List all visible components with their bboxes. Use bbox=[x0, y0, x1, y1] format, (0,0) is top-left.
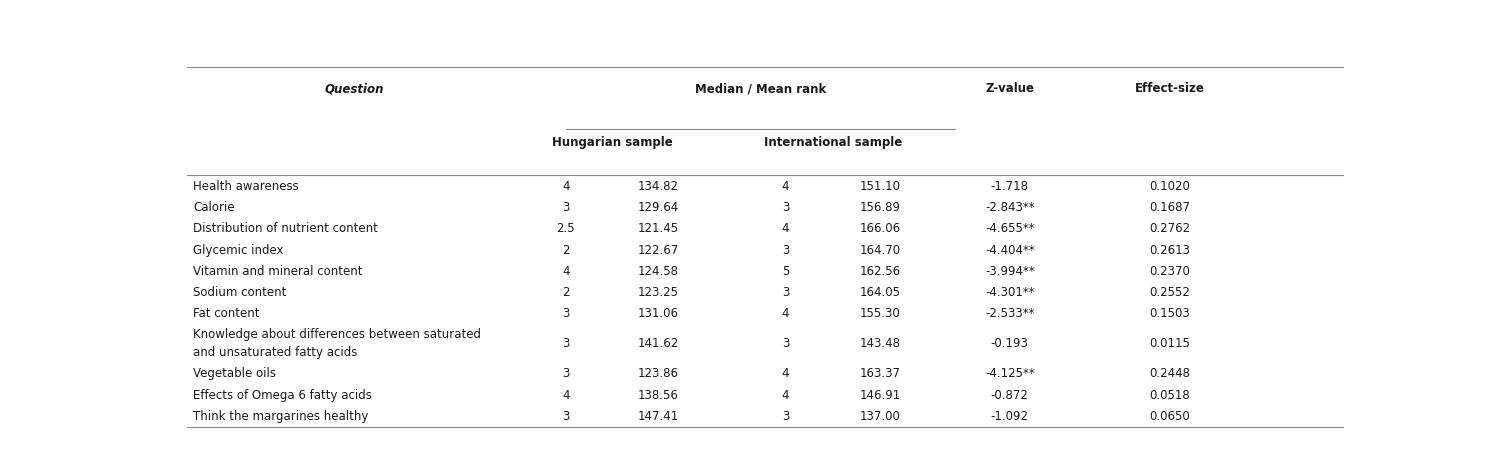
Text: 163.37: 163.37 bbox=[859, 367, 901, 380]
Text: 122.67: 122.67 bbox=[637, 243, 679, 257]
Text: Hungarian sample: Hungarian sample bbox=[552, 136, 673, 150]
Text: 131.06: 131.06 bbox=[637, 308, 679, 320]
Text: 137.00: 137.00 bbox=[859, 410, 901, 423]
Text: 3: 3 bbox=[782, 243, 789, 257]
Text: 134.82: 134.82 bbox=[637, 180, 679, 193]
Text: 0.0115: 0.0115 bbox=[1149, 337, 1189, 350]
Text: Question: Question bbox=[324, 82, 383, 95]
Text: 124.58: 124.58 bbox=[637, 265, 679, 278]
Text: Knowledge about differences between saturated: Knowledge about differences between satu… bbox=[194, 328, 482, 341]
Text: 0.2448: 0.2448 bbox=[1149, 367, 1189, 380]
Text: 138.56: 138.56 bbox=[639, 389, 679, 402]
Text: -4.404**: -4.404** bbox=[985, 243, 1034, 257]
Text: 123.86: 123.86 bbox=[637, 367, 679, 380]
Text: 4: 4 bbox=[782, 308, 789, 320]
Text: 0.1503: 0.1503 bbox=[1149, 308, 1189, 320]
Text: -0.193: -0.193 bbox=[991, 337, 1028, 350]
Text: 147.41: 147.41 bbox=[637, 410, 679, 423]
Text: -2.843**: -2.843** bbox=[985, 201, 1034, 214]
Text: -1.092: -1.092 bbox=[991, 410, 1029, 423]
Text: 0.0650: 0.0650 bbox=[1149, 410, 1189, 423]
Text: 156.89: 156.89 bbox=[859, 201, 901, 214]
Text: Sodium content: Sodium content bbox=[194, 286, 286, 299]
Text: International sample: International sample bbox=[764, 136, 903, 150]
Text: -3.994**: -3.994** bbox=[985, 265, 1034, 278]
Text: 4: 4 bbox=[782, 367, 789, 380]
Text: 0.2370: 0.2370 bbox=[1149, 265, 1189, 278]
Text: 164.70: 164.70 bbox=[859, 243, 901, 257]
Text: 3: 3 bbox=[782, 286, 789, 299]
Text: 4: 4 bbox=[782, 180, 789, 193]
Text: 141.62: 141.62 bbox=[637, 337, 679, 350]
Text: 3: 3 bbox=[562, 201, 570, 214]
Text: Calorie: Calorie bbox=[194, 201, 236, 214]
Text: 2: 2 bbox=[562, 286, 570, 299]
Text: 151.10: 151.10 bbox=[859, 180, 901, 193]
Text: 146.91: 146.91 bbox=[859, 389, 901, 402]
Text: 0.1020: 0.1020 bbox=[1149, 180, 1189, 193]
Text: 121.45: 121.45 bbox=[637, 222, 679, 235]
Text: 3: 3 bbox=[782, 201, 789, 214]
Text: Median / Mean rank: Median / Mean rank bbox=[695, 82, 827, 95]
Text: 166.06: 166.06 bbox=[859, 222, 901, 235]
Text: Vegetable oils: Vegetable oils bbox=[194, 367, 276, 380]
Text: Fat content: Fat content bbox=[194, 308, 260, 320]
Text: 4: 4 bbox=[562, 389, 570, 402]
Text: Effects of Omega 6 fatty acids: Effects of Omega 6 fatty acids bbox=[194, 389, 373, 402]
Text: 129.64: 129.64 bbox=[637, 201, 679, 214]
Text: -4.655**: -4.655** bbox=[985, 222, 1034, 235]
Text: 4: 4 bbox=[562, 265, 570, 278]
Text: 0.2762: 0.2762 bbox=[1149, 222, 1191, 235]
Text: 3: 3 bbox=[782, 410, 789, 423]
Text: 2: 2 bbox=[562, 243, 570, 257]
Text: -4.301**: -4.301** bbox=[985, 286, 1034, 299]
Text: 3: 3 bbox=[562, 308, 570, 320]
Text: 123.25: 123.25 bbox=[637, 286, 679, 299]
Text: 155.30: 155.30 bbox=[859, 308, 901, 320]
Text: Think the margarines healthy: Think the margarines healthy bbox=[194, 410, 369, 423]
Text: 5: 5 bbox=[782, 265, 789, 278]
Text: and unsaturated fatty acids: and unsaturated fatty acids bbox=[194, 347, 358, 359]
Text: 3: 3 bbox=[782, 337, 789, 350]
Text: 4: 4 bbox=[562, 180, 570, 193]
Text: 3: 3 bbox=[562, 367, 570, 380]
Text: 162.56: 162.56 bbox=[859, 265, 901, 278]
Text: -2.533**: -2.533** bbox=[985, 308, 1034, 320]
Text: Vitamin and mineral content: Vitamin and mineral content bbox=[194, 265, 363, 278]
Text: -4.125**: -4.125** bbox=[985, 367, 1034, 380]
Text: -1.718: -1.718 bbox=[991, 180, 1029, 193]
Text: Glycemic index: Glycemic index bbox=[194, 243, 283, 257]
Text: 0.2552: 0.2552 bbox=[1149, 286, 1189, 299]
Text: 4: 4 bbox=[782, 389, 789, 402]
Text: -0.872: -0.872 bbox=[991, 389, 1028, 402]
Text: Health awareness: Health awareness bbox=[194, 180, 300, 193]
Text: 0.0518: 0.0518 bbox=[1149, 389, 1189, 402]
Text: 4: 4 bbox=[782, 222, 789, 235]
Text: 143.48: 143.48 bbox=[859, 337, 901, 350]
Text: 0.2613: 0.2613 bbox=[1149, 243, 1189, 257]
Text: Z-value: Z-value bbox=[985, 82, 1034, 95]
Text: Distribution of nutrient content: Distribution of nutrient content bbox=[194, 222, 379, 235]
Text: 0.1687: 0.1687 bbox=[1149, 201, 1189, 214]
Text: Effect-size: Effect-size bbox=[1134, 82, 1204, 95]
Text: 2.5: 2.5 bbox=[557, 222, 574, 235]
Text: 164.05: 164.05 bbox=[859, 286, 901, 299]
Text: 3: 3 bbox=[562, 337, 570, 350]
Text: 3: 3 bbox=[562, 410, 570, 423]
